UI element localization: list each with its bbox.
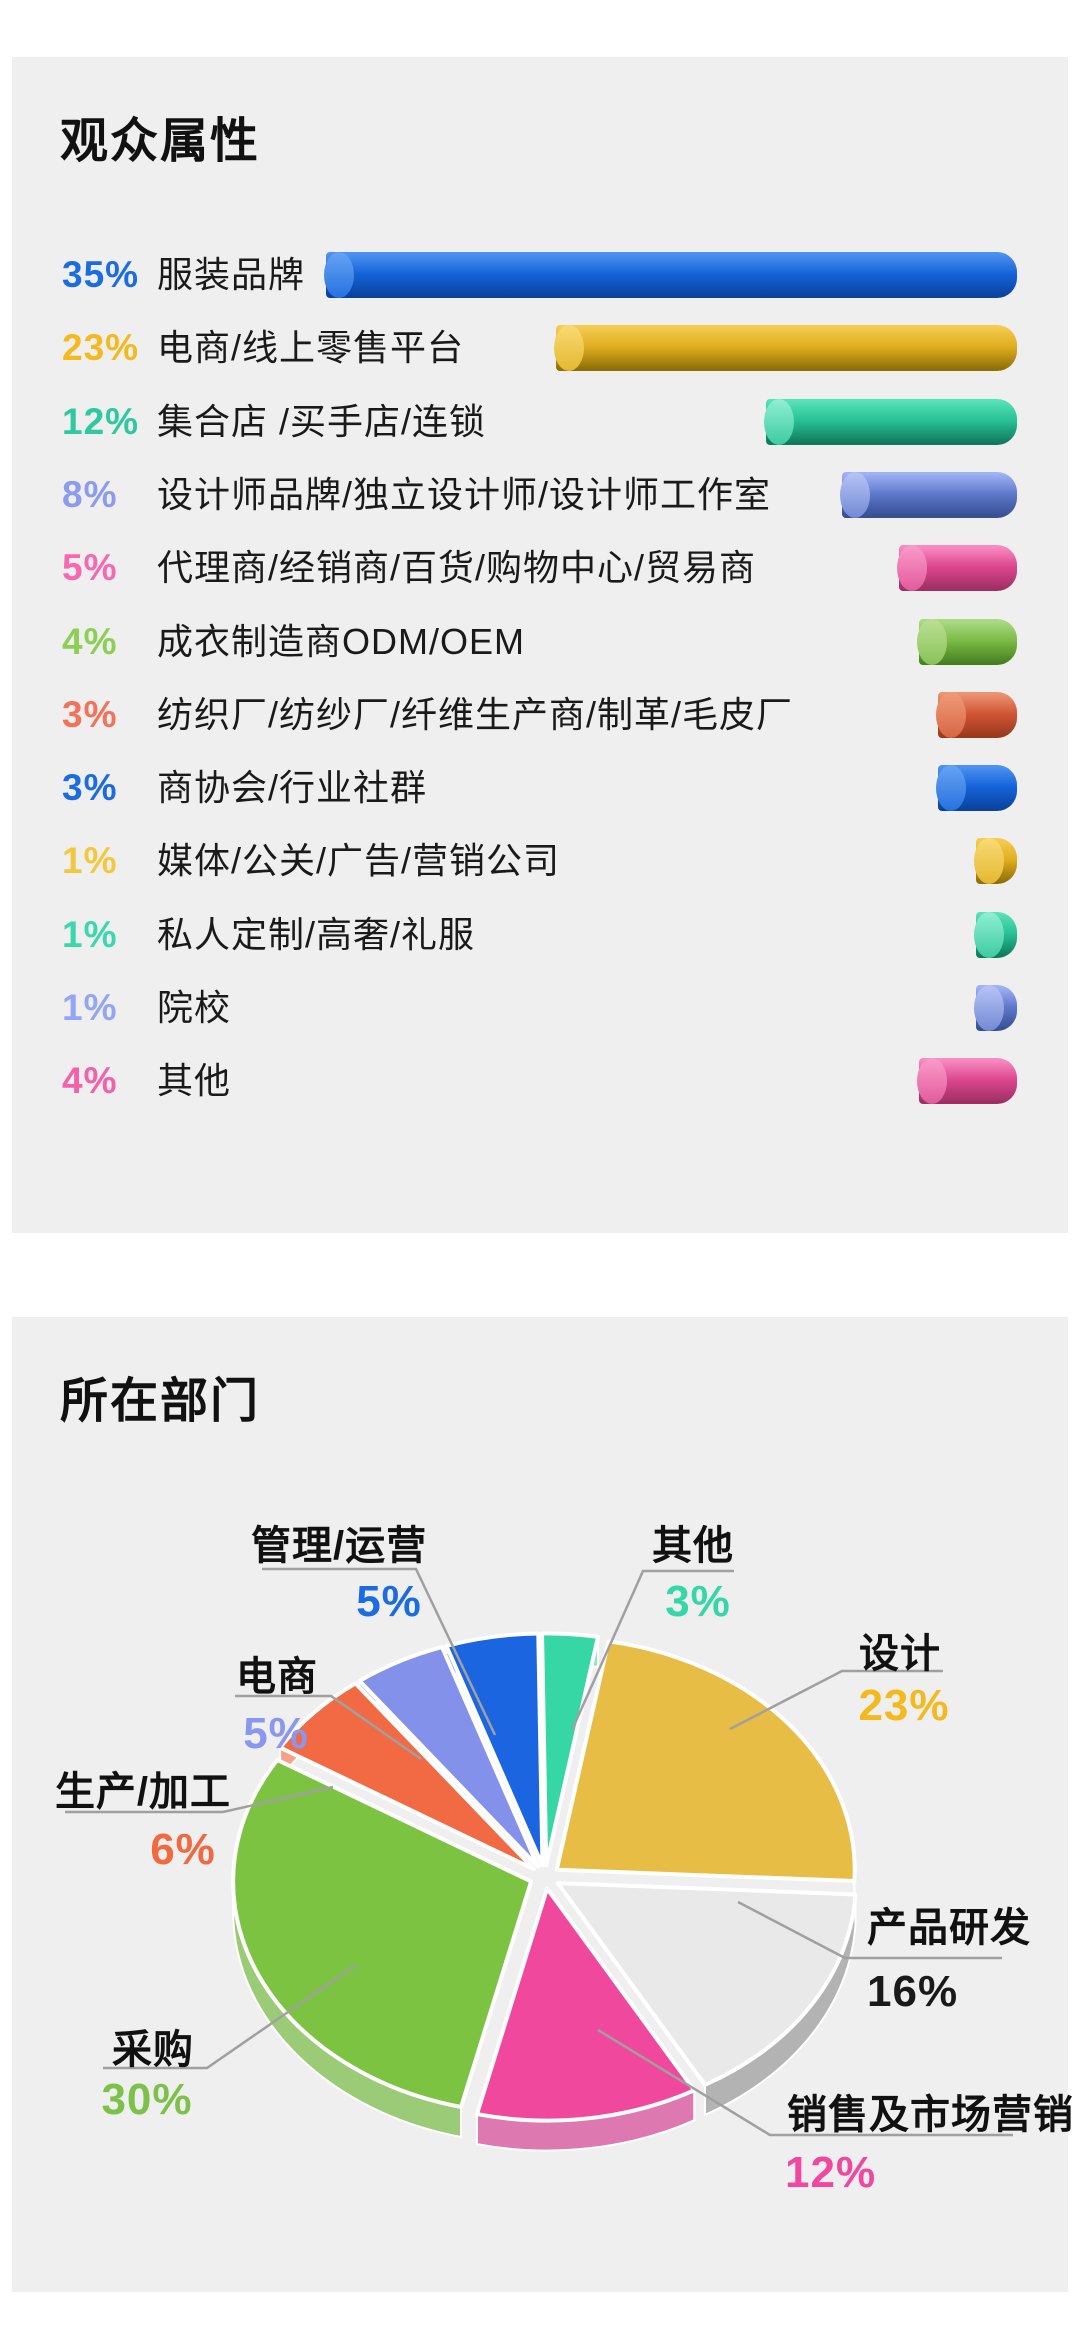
pie-slice-percent: 6% (150, 1825, 216, 1874)
bar-percent: 35% (62, 254, 140, 295)
pie-leader-line (262, 1567, 497, 1736)
bar-left-cap (974, 838, 1004, 885)
department-section-title: 所在部门 (60, 1375, 261, 1428)
pie-slice (540, 1631, 600, 1868)
pie-slice-percent: 16% (867, 1967, 959, 2016)
bar-label: 成衣制造商ODM/OEM (157, 620, 525, 662)
pie-slice (555, 1881, 858, 2087)
pie-slice-percent: 3% (665, 1577, 731, 1626)
audience-section-title: 观众属性 (60, 115, 261, 168)
bar-cylinder (897, 545, 1017, 592)
bar-cylinder (917, 1058, 1017, 1105)
bar-row: 8% 设计师品牌/独立设计师/设计师工作室 (12, 471, 1068, 518)
bar-left-cap (974, 985, 1004, 1031)
pie-slice-label: 其他 (652, 1524, 734, 1568)
pie-leader-line (103, 1963, 357, 2070)
bar-row: 5% 代理商/经销商/百货/购物中心/贸易商 (12, 545, 1068, 592)
bar-label: 纺织厂/纺纱厂/纤维生产商/制革/毛皮厂 (157, 693, 794, 735)
bar-label: 媒体/公关/广告/营销公司 (157, 840, 561, 882)
bar-cylinder (974, 911, 1017, 958)
bar-cylinder (554, 325, 1017, 372)
bar-label: 商协会/行业社群 (157, 767, 428, 809)
pie-leader-line (65, 1785, 334, 1814)
department-card: 所在部门 设计 23% 产品研发 16% 销售及市场营销 12% 采购 30% 生产/加工 6% 电… (12, 1317, 1073, 2292)
pie-slice (278, 1681, 536, 1872)
bar-percent: 3% (62, 767, 118, 809)
pie-leader-line (570, 1569, 734, 1731)
bar-percent: 4% (62, 620, 118, 662)
pie-leader-line (737, 1900, 1002, 1960)
bar-left-cap (764, 398, 794, 445)
pie-leader-line (235, 1694, 422, 1761)
bar-percent: 1% (62, 913, 118, 955)
pie-slice-percent: 12% (785, 2148, 877, 2197)
pie-slice-label: 管理/运营 (251, 1524, 428, 1568)
pie-slice-label: 生产/加工 (54, 1770, 232, 1814)
bar-cylinder (764, 398, 1017, 445)
bar-left-cap (324, 252, 354, 298)
pie-slice-percent: 23% (858, 1681, 950, 1730)
bar-percent: 1% (62, 840, 118, 882)
pie-slice-percent: 30% (101, 2075, 193, 2124)
department-pie-chart (65, 1567, 1013, 2152)
pie-slice (231, 1757, 534, 2109)
bar-cylinder (936, 691, 1017, 738)
bar-cylinder (974, 985, 1017, 1031)
pie-slice-label: 设计 (859, 1632, 941, 1676)
bar-row: 3% 商协会/行业社群 (12, 765, 1068, 812)
pie-leader-line (729, 1669, 943, 1731)
bar-left-cap (917, 1058, 947, 1105)
bar-row: 3% 纺织厂/纺纱厂/纤维生产商/制革/毛皮厂 (12, 691, 1068, 738)
pie-slice-label: 电商 (236, 1655, 318, 1699)
bar-row: 1% 私人定制/高奢/礼服 (12, 911, 1068, 958)
bar-label: 设计师品牌/独立设计师/设计师工作室 (157, 473, 772, 515)
bar-percent: 12% (62, 400, 140, 442)
pie-slice (554, 1639, 857, 1884)
bar-label: 其他 (157, 1060, 232, 1102)
pie-slice-label: 销售及市场营销 (787, 2093, 1074, 2137)
bar-left-cap (897, 545, 927, 592)
pie-slice (357, 1645, 541, 1869)
bar-cylinder (936, 765, 1017, 812)
bar-row: 12% 集合店 /买手店/连锁 (12, 398, 1068, 445)
bar-cylinder (324, 252, 1017, 298)
pie-slice-percent: 5% (243, 1709, 309, 1758)
pie-slice-percent: 5% (356, 1577, 422, 1626)
bar-row: 1% 院校 (12, 985, 1068, 1031)
bar-label: 服装品牌 (157, 254, 306, 295)
pie-slice (475, 1886, 697, 2123)
pie-slice-label: 产品研发 (867, 1906, 1031, 1950)
audience-attributes-card: 观众属性 35% 服装品牌 23% 电商/线上零售平台 12% 集合店 /买手店/连锁 8%… (12, 57, 1068, 1233)
bar-label: 电商/线上零售平台 (157, 327, 465, 369)
pie-leader-line (597, 2028, 1013, 2137)
bar-cylinder (917, 618, 1017, 665)
bar-left-cap (936, 691, 966, 738)
bar-label: 私人定制/高奢/礼服 (157, 913, 476, 955)
bar-label: 院校 (157, 987, 232, 1028)
bar-row: 35% 服装品牌 (12, 252, 1068, 298)
bar-cylinder (974, 838, 1017, 885)
bar-row: 1% 媒体/公关/广告/营销公司 (12, 838, 1068, 885)
pie-slice-label: 采购 (112, 2028, 194, 2072)
bar-percent: 8% (62, 473, 118, 515)
bar-left-cap (917, 618, 947, 665)
pie-slice (444, 1631, 545, 1868)
bar-percent: 23% (62, 327, 140, 369)
bar-left-cap (840, 471, 870, 518)
bar-label: 集合店 /买手店/连锁 (157, 400, 487, 442)
bar-left-cap (936, 765, 966, 812)
bar-left-cap (554, 325, 584, 372)
bar-row: 4% 成衣制造商ODM/OEM (12, 618, 1068, 665)
bar-cylinder (840, 471, 1017, 518)
bar-label: 代理商/经销商/百货/购物中心/贸易商 (157, 547, 757, 589)
bar-percent: 4% (62, 1060, 118, 1102)
bar-percent: 3% (62, 693, 118, 735)
bar-row: 23% 电商/线上零售平台 (12, 325, 1068, 372)
bar-percent: 5% (62, 547, 118, 589)
bar-left-cap (974, 911, 1004, 958)
bar-percent: 1% (62, 987, 118, 1028)
bar-row: 4% 其他 (12, 1058, 1068, 1105)
